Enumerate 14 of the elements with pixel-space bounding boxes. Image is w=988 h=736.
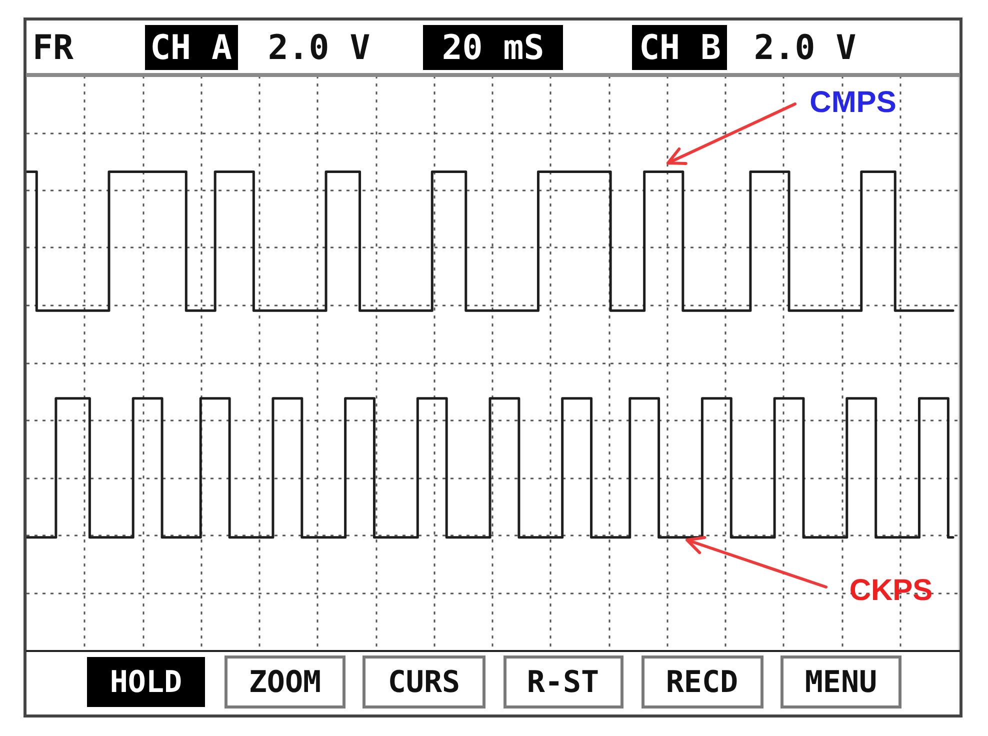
text: CURS — [388, 665, 460, 700]
series-label: CMPS — [810, 86, 896, 119]
text: 2.0 V — [268, 28, 370, 68]
text: R-ST — [526, 665, 600, 700]
text: CH B — [639, 28, 721, 68]
text: HOLD — [110, 665, 182, 700]
text: RECD — [666, 665, 738, 700]
text: ZOOM — [248, 665, 322, 700]
text: CH A — [150, 28, 232, 68]
series-label: CKPS — [849, 574, 933, 607]
text: 2.0 V — [754, 28, 856, 68]
text: FR — [32, 28, 74, 68]
text: MENU — [804, 665, 878, 700]
text: 20 mS — [442, 28, 544, 68]
